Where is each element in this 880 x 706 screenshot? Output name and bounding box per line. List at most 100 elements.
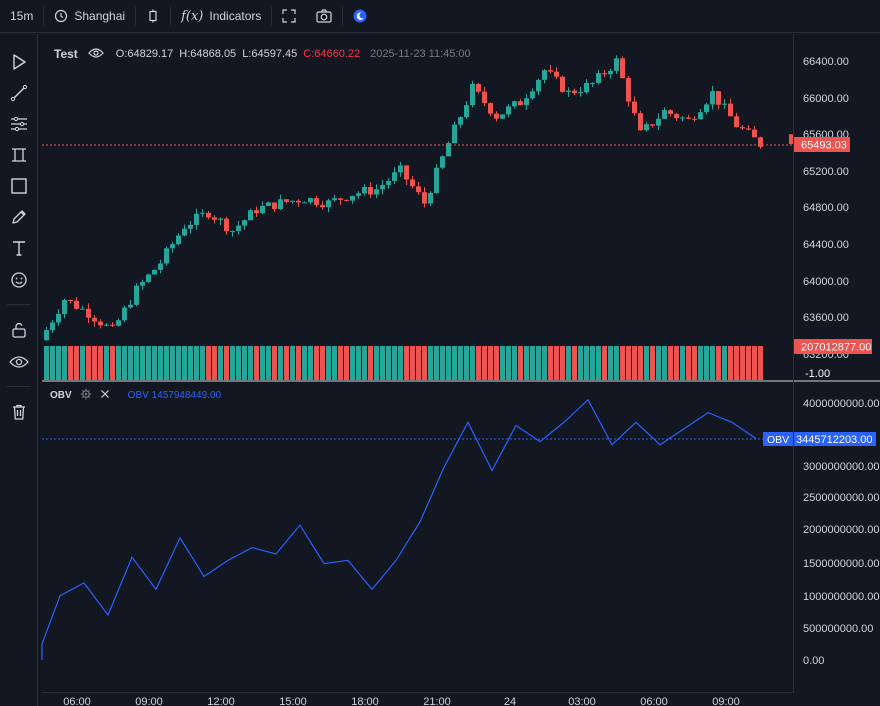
visibility-tool[interactable]: [7, 352, 31, 376]
rectangle-icon: [10, 177, 28, 200]
volume-bar: [410, 346, 415, 380]
volume-bar: [284, 346, 289, 380]
volume-bar: [554, 346, 559, 380]
cursor-tool[interactable]: [7, 52, 31, 76]
close-icon[interactable]: [100, 389, 110, 402]
candle-body: [572, 90, 577, 94]
screenshot-button[interactable]: [306, 0, 342, 33]
candle-body: [428, 192, 433, 204]
candle-body: [290, 200, 295, 202]
text-tool[interactable]: [7, 238, 31, 262]
chart-type-button[interactable]: [136, 0, 170, 33]
volume-bar: [602, 346, 607, 380]
volume-bar: [44, 346, 49, 380]
obv-tick-label: 1000000000.00: [803, 591, 879, 603]
volume-bar: [578, 346, 583, 380]
trend-line-tool[interactable]: [7, 83, 31, 107]
candle-body: [602, 73, 607, 75]
emoji-tool[interactable]: [7, 270, 31, 294]
interval-selector[interactable]: 15m: [0, 0, 43, 33]
candle-body: [44, 330, 49, 341]
candle-body: [704, 104, 709, 113]
candle-body: [470, 83, 475, 106]
candle-body: [62, 300, 67, 314]
candle-body: [584, 82, 589, 93]
candle-body: [110, 324, 115, 326]
volume-bar: [368, 346, 373, 380]
channel-tool[interactable]: [7, 145, 31, 169]
candle-body: [734, 116, 739, 128]
tools-divider: [7, 386, 31, 387]
candle-body: [656, 118, 661, 126]
eye-icon[interactable]: [87, 47, 104, 62]
volume-bar: [356, 346, 361, 380]
volume-bar: [338, 346, 343, 380]
indicators-button[interactable]: f(x) Indicators: [171, 0, 271, 33]
fib-tool[interactable]: [7, 114, 31, 138]
volume-bar: [608, 346, 613, 380]
candle-body: [476, 83, 481, 92]
candle-body: [644, 124, 649, 131]
volume-bar: [506, 346, 511, 380]
obv-tick-label: 2500000000.00: [803, 492, 879, 504]
volume-bar: [62, 346, 67, 380]
candle-body: [458, 117, 463, 125]
volume-bar: [434, 346, 439, 380]
candle-body: [140, 281, 145, 286]
volume-bar: [92, 346, 97, 380]
candle-body: [320, 204, 325, 208]
candle-body: [536, 79, 541, 92]
symbol-name[interactable]: Test: [54, 47, 78, 61]
candle-body: [686, 117, 691, 119]
volume-bar: [104, 346, 109, 380]
legend-high: H:64868.05: [179, 48, 237, 60]
volume-bar: [170, 346, 175, 380]
candle-body: [206, 212, 211, 218]
candle-body: [548, 70, 553, 72]
volume-bar: [482, 346, 487, 380]
candle-body: [122, 307, 127, 321]
candle-body: [278, 199, 283, 210]
delete-tool[interactable]: [7, 402, 31, 426]
volume-bar: [74, 346, 79, 380]
brush-tool[interactable]: [7, 207, 31, 231]
volume-bar: [146, 346, 151, 380]
last-price-tag-bg: [794, 137, 850, 152]
volume-bar: [278, 346, 283, 380]
candle-body: [116, 320, 121, 326]
volume-bar: [398, 346, 403, 380]
candle-body: [362, 187, 367, 194]
lock-tool[interactable]: [7, 320, 31, 344]
volume-bar: [176, 346, 181, 380]
time-tick-label: 12:00: [207, 696, 235, 706]
candle-body: [692, 118, 697, 120]
candle-body: [590, 82, 595, 84]
volume-bar: [200, 346, 205, 380]
tools-divider: [7, 304, 31, 305]
volume-bar: [692, 346, 697, 380]
minus-tag: -1.00: [805, 368, 830, 380]
gear-icon[interactable]: [80, 388, 92, 403]
obv-tick-label: 4000000000.00: [803, 398, 879, 410]
eye-icon: [9, 353, 29, 376]
legend-low: L:64597.45: [242, 48, 298, 60]
volume-bar: [542, 346, 547, 380]
candle-body: [182, 228, 187, 236]
volume-bar: [710, 346, 715, 380]
rectangle-tool[interactable]: [7, 176, 31, 200]
volume-bar: [722, 346, 727, 380]
candle-body: [338, 198, 343, 200]
volume-bar: [680, 346, 685, 380]
obv-name-tag-bg: [763, 432, 793, 446]
candle-body: [710, 91, 715, 105]
last-price-tag: 65493.03: [801, 140, 847, 152]
channel-icon: [10, 146, 28, 169]
timezone-selector[interactable]: Shanghai: [44, 0, 135, 33]
volume-bar: [224, 346, 229, 380]
fullscreen-button[interactable]: [272, 0, 306, 33]
candle-body: [266, 202, 271, 206]
candle-body: [92, 317, 97, 322]
volume-bar: [230, 346, 235, 380]
theme-toggle-button[interactable]: [343, 0, 377, 33]
